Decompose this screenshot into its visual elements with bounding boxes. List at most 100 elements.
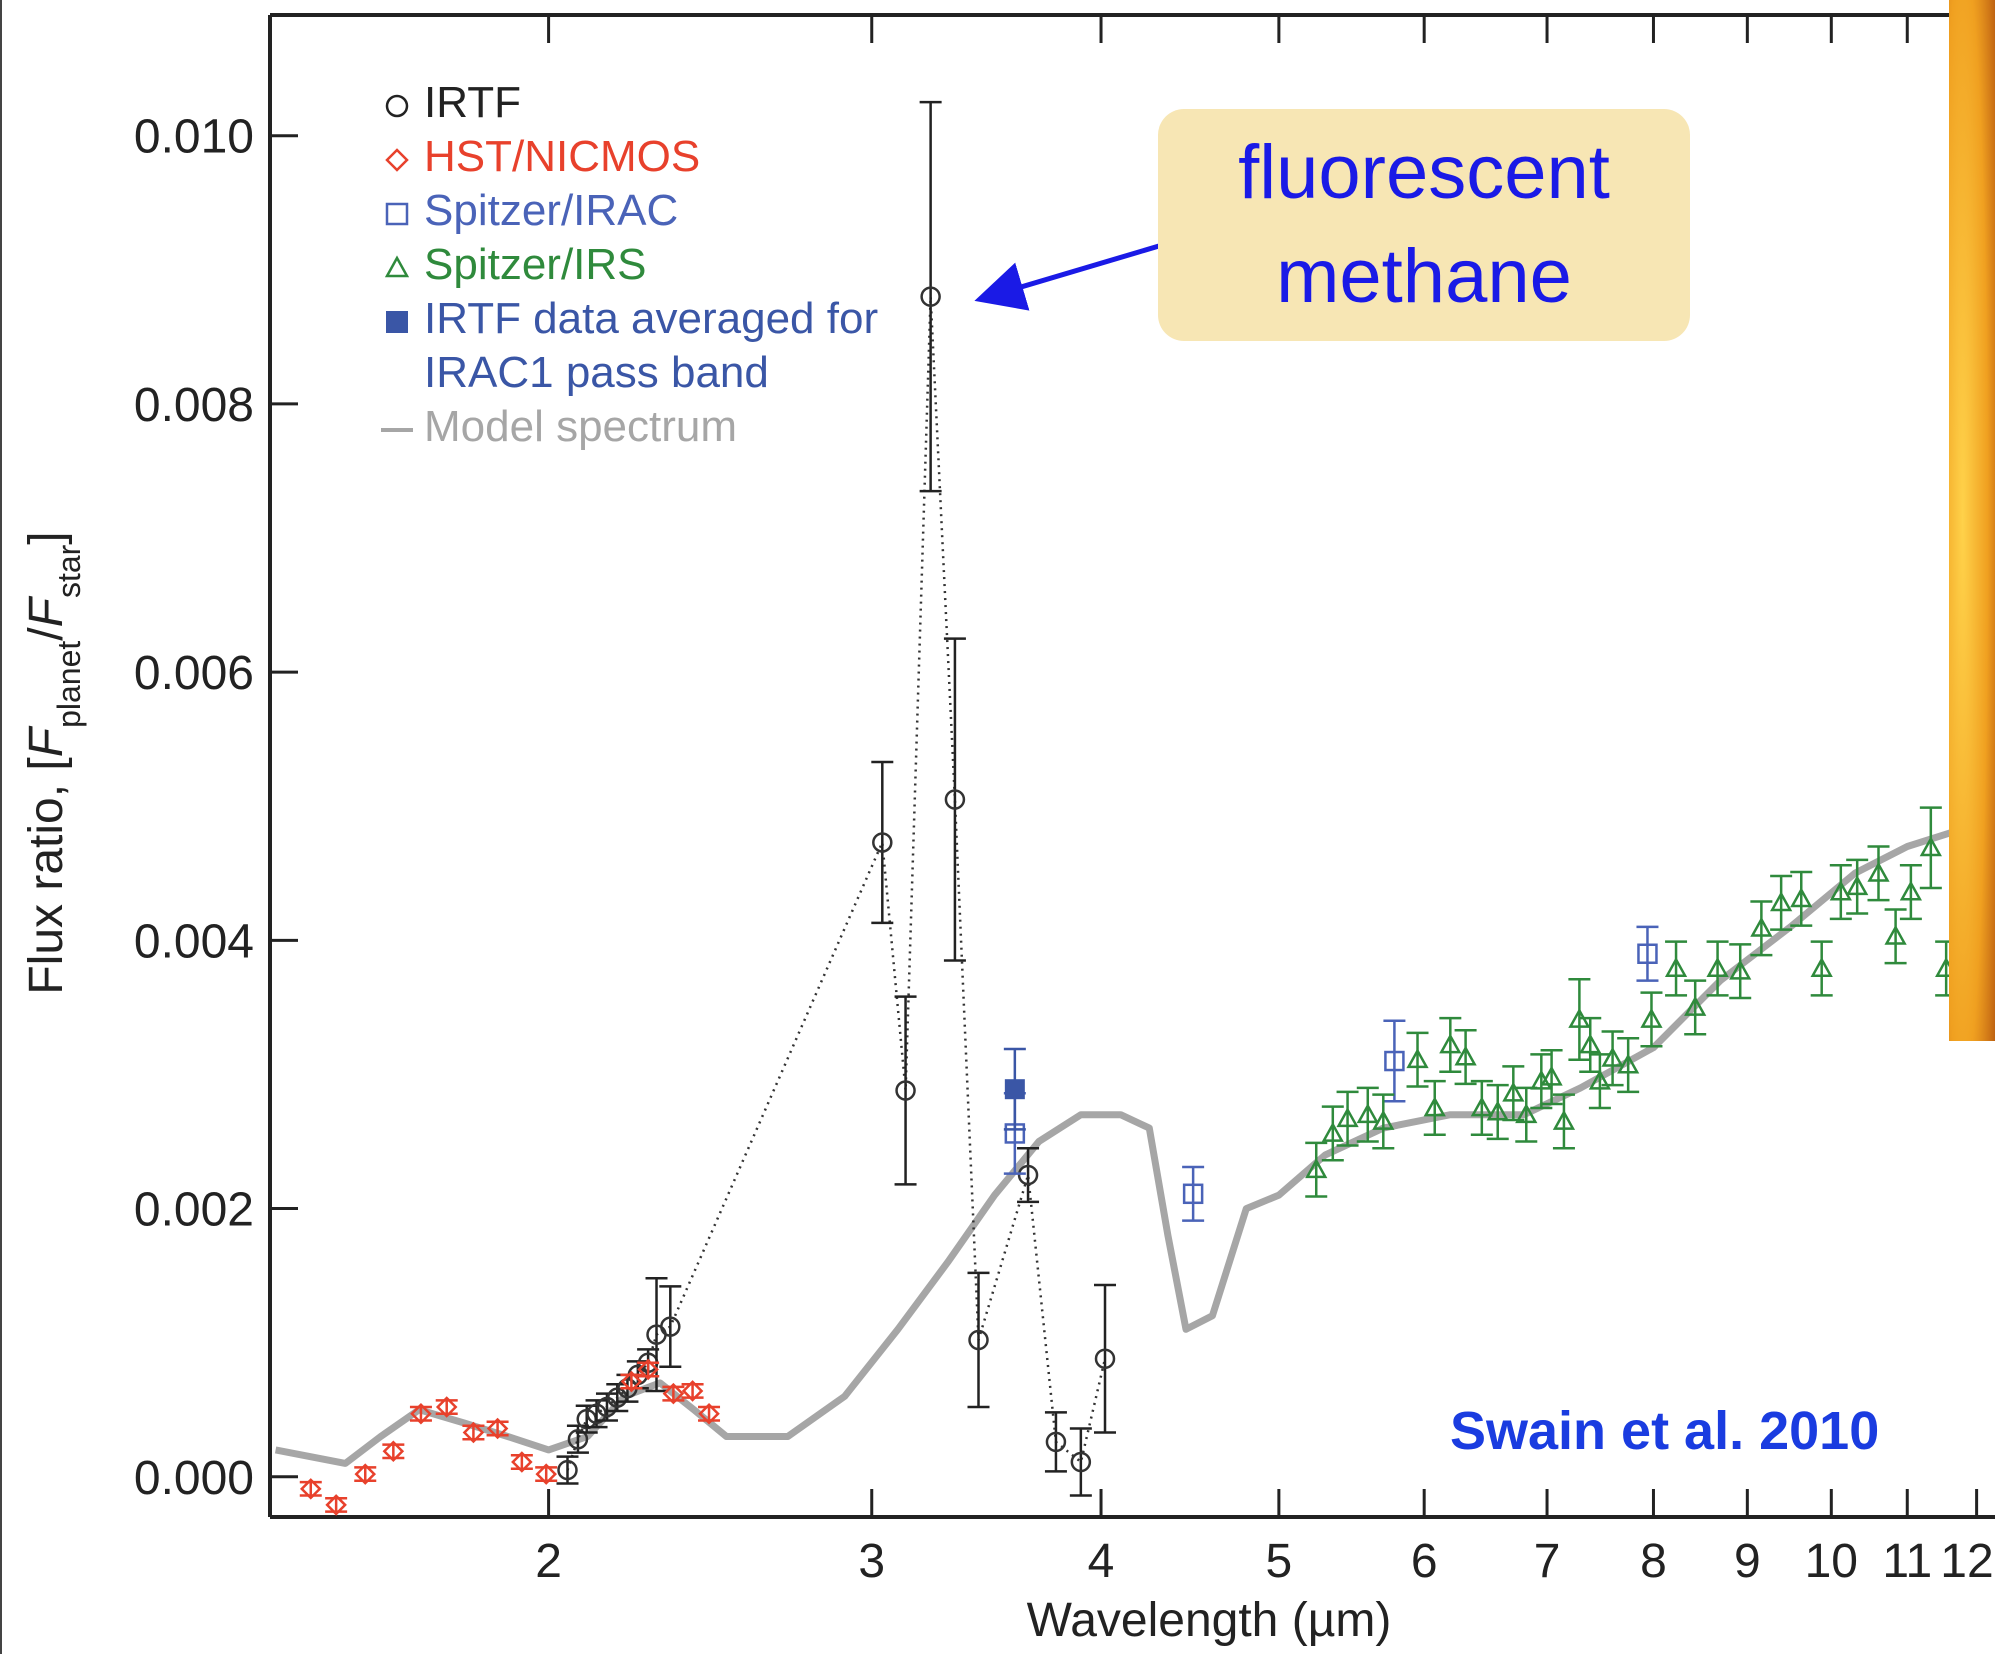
error-bar <box>510 1454 533 1470</box>
data-point <box>1045 1431 1067 1453</box>
data-point <box>535 1463 557 1485</box>
error-bar <box>1867 845 1890 902</box>
error-bar <box>919 100 942 493</box>
error-bar <box>1846 858 1869 915</box>
x-tick-label: 10 <box>1805 1535 1858 1588</box>
y-axis-label-part: F <box>20 725 73 757</box>
data-point <box>1423 1096 1446 1117</box>
error-bar <box>354 1466 377 1483</box>
data-point <box>637 1358 659 1381</box>
error-bar <box>462 1424 485 1441</box>
data-point <box>1919 836 1942 857</box>
y-tick-label: 0.008 <box>134 379 254 432</box>
data-point <box>1439 1033 1462 1054</box>
error-bar <box>1899 863 1922 921</box>
data-point <box>354 1463 377 1485</box>
data-point <box>1552 1109 1576 1130</box>
y-tick-label: 0.006 <box>134 647 254 700</box>
data-point <box>1684 995 1707 1016</box>
data-point <box>1706 956 1729 977</box>
error-bar <box>1321 1105 1344 1162</box>
legend-symbol <box>385 94 409 118</box>
data-point <box>620 1370 643 1393</box>
x-tick-label: 2 <box>535 1535 562 1588</box>
data-point <box>968 1329 989 1351</box>
error-bar <box>1665 940 1688 997</box>
data-point <box>1004 1079 1025 1100</box>
error-bar <box>1770 874 1793 931</box>
data-point <box>1070 1451 1092 1473</box>
data-point <box>1617 1053 1640 1074</box>
data-point <box>1770 891 1793 912</box>
annotation-line: fluorescent <box>1238 130 1610 215</box>
data-point <box>1867 861 1890 882</box>
error-bar <box>967 1271 990 1409</box>
data-point <box>660 1316 681 1337</box>
error-bar <box>382 1443 405 1460</box>
data-point <box>1729 959 1752 980</box>
x-axis-label: Wavelength (µm) <box>1027 1594 1392 1647</box>
data-point <box>1356 1103 1379 1124</box>
error-bar <box>1439 1016 1462 1074</box>
data-point <box>410 1402 432 1425</box>
legend: IRTF HST/NICMOS Spitzer/IRAC Spitzer/IRS IRT… <box>380 76 894 454</box>
data-point <box>1094 1348 1116 1370</box>
error-bar <box>325 1496 348 1513</box>
error-bar <box>1617 1036 1640 1094</box>
error-bar <box>1305 1141 1328 1198</box>
data-point <box>382 1440 405 1463</box>
error-bar <box>1454 1028 1477 1086</box>
data-point <box>1750 916 1773 937</box>
data-point <box>681 1380 704 1402</box>
error-bar <box>1502 1065 1525 1122</box>
data-point <box>920 286 941 307</box>
x-tick-label: 7 <box>1534 1535 1561 1588</box>
data-point <box>1406 1048 1429 1069</box>
connector-line <box>566 296 1107 1471</box>
data-point <box>872 832 893 853</box>
error-bar <box>409 1405 432 1422</box>
plot-area: 0.000 0.002 0.004 0.006 0.008 0.010 2 3 4 5 6 7 8 9 10… <box>134 13 1995 1588</box>
error-bar <box>637 1361 660 1378</box>
legend-marker <box>385 94 409 118</box>
data-point <box>511 1451 533 1473</box>
y-tick-label: 0.002 <box>134 1184 254 1237</box>
legend-symbol <box>384 255 410 278</box>
data-point <box>1899 880 1923 901</box>
error-bar <box>943 637 966 962</box>
error-bar <box>1919 806 1942 890</box>
data-point <box>1182 1183 1204 1205</box>
data-point <box>462 1421 485 1444</box>
error-bar <box>698 1405 721 1422</box>
error-bar <box>299 1480 322 1497</box>
x-tick-label: 11 <box>1882 1535 1932 1588</box>
data-point <box>1640 1007 1663 1028</box>
data-point <box>1884 924 1907 945</box>
data-point <box>1372 1109 1395 1130</box>
data-point <box>299 1478 322 1500</box>
error-bar <box>1790 870 1813 927</box>
data-point <box>1790 887 1813 908</box>
legend-label: IRTF data averaged for IRAC1 pass band <box>424 294 879 397</box>
data-point <box>1336 1107 1359 1128</box>
error-bar <box>1552 1093 1575 1150</box>
error-bar <box>659 1285 682 1369</box>
data-point <box>1502 1081 1525 1102</box>
data-point <box>895 1080 916 1101</box>
data-point <box>557 1459 578 1481</box>
y-axis-label: Flux ratio, [Fplanet/Fstar] <box>20 531 87 994</box>
y-axis-label-part: star <box>51 544 87 598</box>
y-axis-label-part: / <box>20 627 73 641</box>
error-bar <box>1588 1053 1611 1110</box>
error-bar <box>1044 1411 1067 1473</box>
error-bar <box>1706 940 1729 997</box>
error-bar <box>1530 1053 1553 1110</box>
x-tick-label: 3 <box>858 1535 885 1588</box>
data-point <box>1664 956 1688 977</box>
data-point <box>1305 1158 1328 1179</box>
legend-entry: IRTF <box>380 76 894 130</box>
data-point <box>567 1428 589 1450</box>
error-bar <box>1470 1079 1493 1137</box>
y-tick-label: 0.000 <box>134 1452 254 1505</box>
